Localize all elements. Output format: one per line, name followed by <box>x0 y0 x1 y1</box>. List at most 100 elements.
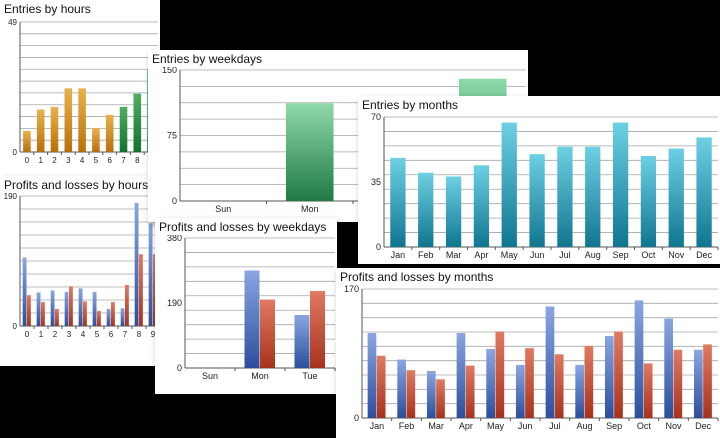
bar <box>36 109 45 152</box>
x-tick-label: Jul <box>559 250 571 260</box>
loss-bar <box>260 299 275 368</box>
loss-bar <box>69 286 73 326</box>
x-tick-label: Mar <box>428 421 444 431</box>
x-tick-label: May <box>501 250 519 260</box>
bar <box>390 157 406 247</box>
profit-bar <box>486 348 495 418</box>
x-tick-label: Jun <box>518 421 533 431</box>
x-tick-label: 3 <box>66 156 71 165</box>
profit-bar <box>693 349 703 418</box>
x-tick-label: Mon <box>251 371 269 381</box>
profit-bar <box>367 333 377 418</box>
profit-bar <box>397 359 406 418</box>
bar <box>473 165 490 247</box>
loss-bar <box>310 291 325 368</box>
y-tick-label: 35 <box>371 177 381 187</box>
x-tick-label: 6 <box>109 330 114 339</box>
x-tick-label: 0 <box>25 156 30 165</box>
loss-bar <box>83 301 87 326</box>
x-tick-label: Feb <box>418 250 434 260</box>
loss-bar <box>673 349 683 418</box>
profit-bar <box>664 318 673 418</box>
bar <box>557 146 573 247</box>
loss-bar <box>97 310 101 326</box>
bar <box>640 156 657 247</box>
bar <box>50 106 59 152</box>
bar <box>612 122 629 247</box>
x-tick-label: 8 <box>135 156 140 165</box>
bar <box>668 148 684 247</box>
bar <box>696 137 712 247</box>
x-tick-label: Sun <box>215 204 231 214</box>
profit-bar <box>36 292 41 326</box>
y-tick-label: 170 <box>344 284 359 294</box>
x-tick-label: Aug <box>585 250 601 260</box>
profit-bar <box>456 333 466 418</box>
x-tick-label: 2 <box>52 156 57 165</box>
x-tick-label: 5 <box>94 156 99 165</box>
x-tick-label: May <box>487 421 505 431</box>
panel-entries-by-hours: 0490123456789 Entries by hours <box>0 0 160 180</box>
x-tick-label: 0 <box>25 330 30 339</box>
x-tick-label: 7 <box>123 330 128 339</box>
x-tick-label: 9 <box>151 330 156 339</box>
x-tick-label: Nov <box>665 421 682 431</box>
y-tick-label: 380 <box>167 233 182 243</box>
chart-title: Profits and losses by months <box>340 270 496 285</box>
chart-profits-losses-by-weekdays: 0 190 380 Sun Mon Tue <box>167 233 336 381</box>
x-tick-label: Dec <box>696 250 713 260</box>
y-tick-label: 49 <box>8 18 17 27</box>
x-tick-label: 2 <box>53 330 58 339</box>
profit-bar <box>244 270 260 368</box>
x-tick-label: Oct <box>637 421 652 431</box>
x-tick-label: Jul <box>549 421 561 431</box>
loss-bar <box>495 331 505 418</box>
loss-bar <box>125 284 129 326</box>
x-tick-label: Sep <box>613 250 629 260</box>
y-tick-label: 0 <box>177 363 182 373</box>
x-tick-label: Apr <box>459 421 473 431</box>
bar <box>529 154 545 247</box>
y-tick-label: 70 <box>371 112 381 122</box>
loss-bar <box>643 363 653 418</box>
bar <box>133 93 142 152</box>
loss-bar <box>111 302 115 326</box>
profit-bar <box>545 306 555 418</box>
x-tick-label: 7 <box>121 156 126 165</box>
profit-bar <box>64 291 69 326</box>
x-tick-label: Sep <box>606 421 622 431</box>
loss-bar <box>703 344 712 418</box>
y-tick-label: 0 <box>354 413 359 423</box>
loss-bar <box>614 331 623 418</box>
loss-bar <box>436 379 445 418</box>
profit-bar <box>148 223 153 326</box>
x-tick-label: 4 <box>81 330 86 339</box>
x-tick-label: Tue <box>302 371 317 381</box>
profit-bar <box>106 308 111 326</box>
loss-bar <box>406 370 416 418</box>
loss-bar <box>465 365 475 418</box>
y-tick-label: 0 <box>376 242 381 252</box>
y-tick-label: 190 <box>4 192 18 201</box>
x-tick-label: 1 <box>39 330 44 339</box>
x-tick-label: Oct <box>641 250 656 260</box>
loss-bar <box>584 345 594 418</box>
profit-bar <box>426 370 436 418</box>
chart-title: Profits and losses by hours <box>4 178 151 193</box>
loss-bar <box>55 308 59 326</box>
loss-bar <box>41 302 45 326</box>
chart-profits-losses-by-months: 0 170 Jan Feb Mar Apr May Jun Jul Aug Sep Oct Nov Dec <box>344 284 719 431</box>
x-tick-label: Jan <box>370 421 385 431</box>
x-tick-label: Jun <box>530 250 545 260</box>
profit-bar <box>575 364 584 418</box>
x-tick-label: 4 <box>80 156 85 165</box>
chart-entries-by-months: 0 35 70 Jan Feb Mar Apr May Jun Jul Aug Sep Oct Nov De… <box>371 112 719 260</box>
bar <box>445 176 462 247</box>
profit-bar <box>120 308 125 326</box>
loss-bar <box>153 254 157 326</box>
bar <box>23 130 31 152</box>
y-tick-label: 0 <box>13 322 18 331</box>
profit-bar <box>134 202 139 326</box>
profit-bar <box>50 290 55 326</box>
x-tick-label: 5 <box>95 330 100 339</box>
